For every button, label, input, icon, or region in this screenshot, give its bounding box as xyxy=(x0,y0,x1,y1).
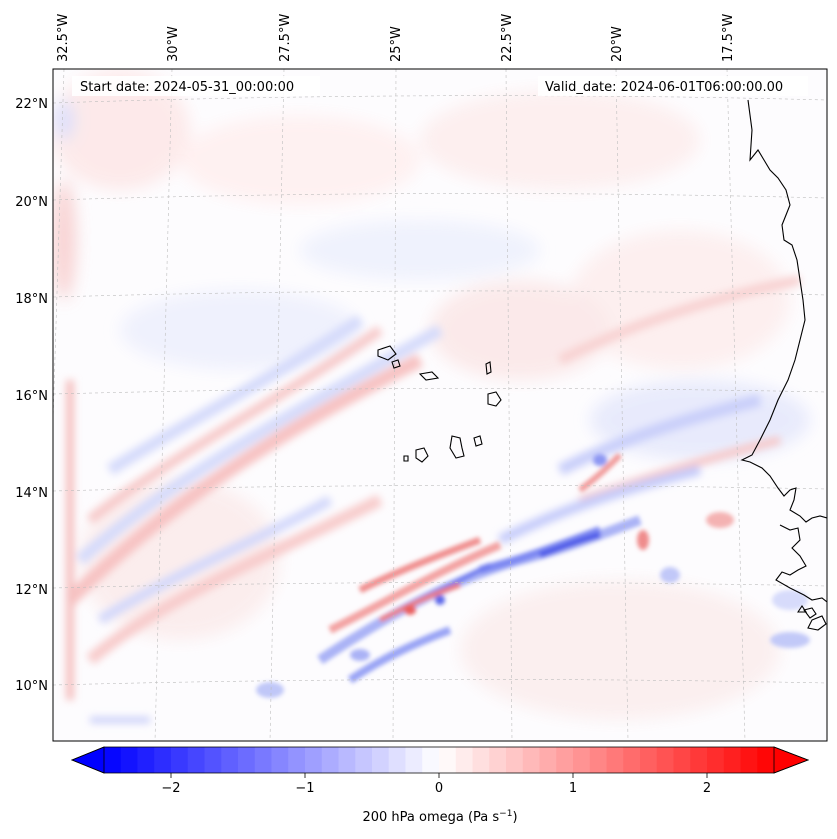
colorbar-cell xyxy=(439,747,457,773)
lon-label: 22.5°W xyxy=(500,14,515,62)
lon-label: 30°W xyxy=(166,26,181,62)
map-panel: Start date: 2024-05-31_00:00:00 Valid_da… xyxy=(52,68,828,742)
colorbar-cell xyxy=(522,747,540,773)
bissau-islands xyxy=(796,605,827,631)
colorbar-cell xyxy=(405,747,423,773)
colorbar-cell xyxy=(589,747,607,773)
colorbar-cell xyxy=(187,747,205,773)
colorbar-cell xyxy=(288,747,306,773)
colorbar-cell xyxy=(740,747,758,773)
lat-label: 12°N xyxy=(15,583,48,598)
lon-label: 20°W xyxy=(610,26,625,62)
colorbar-cell xyxy=(355,747,373,773)
colorbar-cell xyxy=(455,747,473,773)
colorbar-max-arrow xyxy=(773,746,810,774)
colorbar-tick-label: 1 xyxy=(569,781,577,796)
colorbar-cell xyxy=(623,747,641,773)
start-date-box: Start date: 2024-05-31_00:00:00 xyxy=(72,76,320,96)
colorbar-cell xyxy=(422,747,440,773)
santo-antao-island xyxy=(377,345,397,361)
colorbar-cell xyxy=(690,747,708,773)
lon-label: 25°W xyxy=(389,26,404,62)
colorbar-tick-label: −1 xyxy=(295,781,314,796)
colorbar-cell xyxy=(640,747,658,773)
omega-field xyxy=(53,70,810,723)
sao-nicolau-island xyxy=(418,371,440,381)
fogo-island xyxy=(415,447,429,463)
guinea-coast xyxy=(775,524,827,603)
colorbar-cell xyxy=(673,747,691,773)
lat-label: 22°N xyxy=(15,97,48,112)
colorbar-cell xyxy=(573,747,591,773)
maio-island xyxy=(473,435,483,447)
colorbar-cell xyxy=(707,747,725,773)
colorbar-cell xyxy=(204,747,222,773)
colorbar-cell xyxy=(372,747,390,773)
valid-date-box: Valid_date: 2024-06-01T06:00:00.00 xyxy=(538,76,808,96)
map-frame xyxy=(52,68,828,742)
colorbar-cell xyxy=(120,747,138,773)
colorbar: −2 −1 0 1 2 200 hPa omega (Pa s−1) xyxy=(70,746,810,825)
colorbar-cell xyxy=(606,747,624,773)
sal-island xyxy=(485,361,492,375)
lat-label: 18°N xyxy=(15,292,48,307)
colorbar-cell xyxy=(271,747,289,773)
colorbar-cells xyxy=(104,747,775,773)
colorbar-tick-label: −2 xyxy=(161,781,180,796)
colorbar-cell xyxy=(506,747,524,773)
colorbar-cell xyxy=(757,747,775,773)
boa-vista-island xyxy=(487,391,502,407)
colorbar-cell xyxy=(656,747,674,773)
colorbar-cell xyxy=(539,747,557,773)
african-coastline xyxy=(740,99,827,523)
lat-label: 10°N xyxy=(15,679,48,694)
lat-label: 20°N xyxy=(15,195,48,210)
colorbar-min-arrow xyxy=(70,746,105,774)
colorbar-cell xyxy=(221,747,239,773)
colorbar-cell xyxy=(321,747,339,773)
colorbar-ticks: −2 −1 0 1 2 xyxy=(161,773,711,796)
colorbar-label: 200 hPa omega (Pa s−1) xyxy=(362,809,517,825)
start-date-label: Start date: 2024-05-31_00:00:00 xyxy=(80,80,294,95)
colorbar-cell xyxy=(254,747,272,773)
graticule xyxy=(53,69,827,741)
colorbar-cell xyxy=(305,747,323,773)
colorbar-outline xyxy=(70,746,810,774)
colorbar-tick-label: 2 xyxy=(703,781,711,796)
brava-island xyxy=(403,455,409,462)
colorbar-cell xyxy=(154,747,172,773)
latitude-labels: 22°N 20°N 18°N 16°N 14°N 12°N 10°N xyxy=(15,97,48,694)
colorbar-cell xyxy=(238,747,256,773)
lat-label: 16°N xyxy=(15,389,48,404)
colorbar-cell xyxy=(556,747,574,773)
colorbar-cell xyxy=(338,747,356,773)
coastlines xyxy=(377,99,827,631)
lon-label: 27.5°W xyxy=(278,14,293,62)
colorbar-cell xyxy=(489,747,507,773)
colorbar-cell xyxy=(388,747,406,773)
santiago-island xyxy=(449,435,465,459)
sao-vicente-island xyxy=(391,359,401,369)
colorbar-cell xyxy=(137,747,155,773)
colorbar-cell xyxy=(171,747,189,773)
lat-label: 14°N xyxy=(15,486,48,501)
colorbar-tick-label: 0 xyxy=(435,781,443,796)
colorbar-cell xyxy=(723,747,741,773)
colorbar-cell xyxy=(472,747,490,773)
lon-label: 17.5°W xyxy=(721,14,736,62)
longitude-labels: 32.5°W 30°W 27.5°W 25°W 22.5°W 20°W 17.5… xyxy=(56,14,736,62)
lon-label: 32.5°W xyxy=(56,14,71,62)
colorbar-cell xyxy=(104,747,122,773)
valid-date-label: Valid_date: 2024-06-01T06:00:00.00 xyxy=(545,80,783,95)
